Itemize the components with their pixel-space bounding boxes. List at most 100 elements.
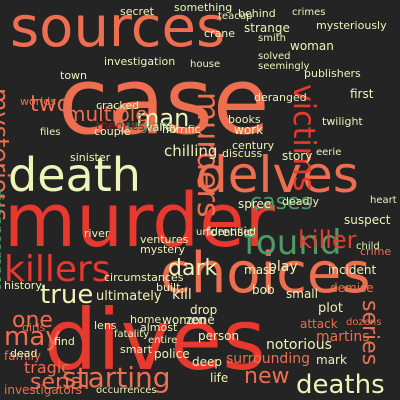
cloud-word: bob [252,283,275,297]
cloud-word: life [210,371,229,385]
cloud-word: twilight [322,115,363,128]
cloud-word: mass [244,263,276,277]
cloud-word: century [232,139,275,152]
cloud-word: cracked [96,99,140,112]
cloud-word: entire [148,335,178,346]
cloud-word: mystery [140,243,186,256]
cloud-word: cases [250,190,313,215]
cloud-word: death [8,148,141,202]
cloud-word: history [4,279,42,292]
cloud-word: deep [192,355,222,369]
cloud-word: new [244,364,290,389]
cloud-word: series [357,300,382,366]
cloud-word: occurrences [96,385,157,396]
cloud-word: story [282,149,313,163]
cloud-word: child [356,241,380,252]
cloud-word: crime [360,245,392,258]
cloud-word: demise [330,281,374,295]
cloud-word: theories [96,119,145,133]
cloud-word: family [4,349,42,363]
cloud-word: attack [300,317,338,331]
cloud-word: dark [168,256,218,281]
cloud-word: find [54,335,75,348]
cloud-word: killer [298,226,357,254]
cloud-word: burglary [118,119,173,134]
cloud-word: small [286,287,318,301]
cloud-word: valley [146,121,179,134]
cloud-word: home [130,313,162,326]
cloud-word: built [156,281,181,294]
cloud-word: crane [204,27,236,40]
cloud-word: delves [196,146,359,204]
cloud-word: deranged [254,91,307,104]
cloud-word: incident [328,263,377,277]
cloud-word: spree [238,197,272,211]
cloud-word: girls [22,321,46,334]
cloud-word: man [136,104,190,132]
cloud-word: sinister [70,151,111,164]
cloud-word: one [12,308,53,333]
cloud-word: work [234,123,264,137]
cloud-word: may [4,322,61,352]
cloud-word: dozens [346,317,382,328]
cloud-word: heart [370,195,397,206]
cloud-word: secret [120,5,154,18]
cloud-word: play [268,259,298,275]
cloud-word: choices [160,241,371,306]
cloud-word: dives [44,291,266,389]
cloud-word: lens [94,319,117,332]
cloud-word: teacup [218,11,253,22]
cloud-word: mysteriously [316,19,387,32]
cloud-word: house [190,59,221,70]
cloud-word: kill [172,287,192,303]
cloud-word: discuss [222,147,263,160]
cloud-word: river [84,227,110,240]
cloud-word: multiple [66,102,148,126]
cloud-word: unidentified [196,227,256,238]
cloud-word: ventures [140,233,189,246]
cloud-word: surrounding [226,351,310,367]
cloud-word: deaths [296,370,385,400]
cloud-word: eerie [316,147,342,158]
cloud-word: sources [10,0,226,60]
cloud-word: crimes [292,7,326,18]
cloud-word: woman [290,39,334,53]
cloud-word: something [174,1,233,14]
cloud-word: mark [316,353,347,367]
cloud-word: ultimately [96,289,162,304]
cloud-word: killers [4,249,111,290]
cloud-word: plot [318,301,343,316]
cloud-word: publishers [304,67,361,80]
cloud-word: chilling [164,142,218,160]
cloud-word: drop [190,303,218,317]
cloud-word: almost [140,321,178,334]
cloud-word: behind [238,7,276,20]
cloud-word: fatality [114,329,150,340]
cloud-word: police [154,347,190,361]
cloud-word: serial [30,370,90,395]
cloud-word: books [228,113,261,126]
cloud-word: case [58,48,270,155]
cloud-word: smart [120,343,153,356]
cloud-word: women [162,313,206,327]
cloud-word: deadly [282,195,320,208]
cloud-word: martins [316,329,370,345]
cloud-word: investigation [104,55,176,68]
cloud-word: forensic [206,225,254,239]
cloud-word: tragic [24,358,71,377]
cloud-word: two [30,92,71,117]
cloud-word: starting [62,361,171,394]
cloud-word: couple [94,125,131,138]
cloud-word: true [40,280,94,310]
cloud-word: seemingly [258,61,310,72]
cloud-word: disappearance [0,188,5,292]
cloud-word: circumstances [104,271,184,284]
cloud-word: suspect [344,213,391,227]
cloud-word: solved [258,51,291,62]
cloud-word: first [350,87,374,101]
cloud-word: town [60,69,88,82]
cloud-word: dead [10,347,38,360]
cloud-word: files [40,127,61,138]
cloud-word: horrific [162,123,201,136]
